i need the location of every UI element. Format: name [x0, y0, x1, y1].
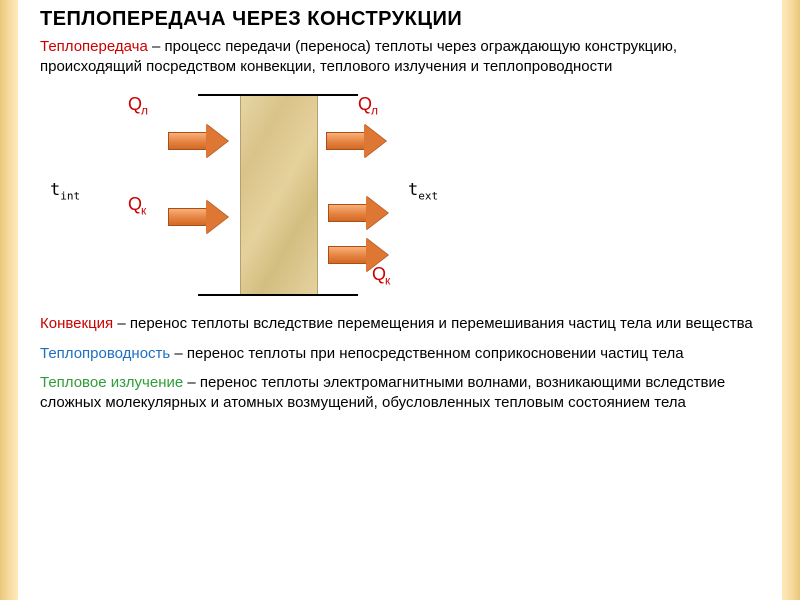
t-label: tint [50, 180, 80, 202]
def-rest: – перенос теплоты при непосредственном с… [170, 345, 683, 362]
definition-radiation: Тепловое излучение – перенос теплоты эле… [40, 373, 760, 412]
arrow-shaft [168, 208, 206, 226]
arrow-shaft [328, 204, 366, 222]
definitions-block: Конвекция – перенос теплоты вследствие п… [40, 314, 760, 412]
intro-paragraph: Теплопередача – процесс передачи (перено… [40, 37, 760, 76]
intro-term: Теплопередача [40, 38, 148, 55]
slide-title: ТЕПЛОПЕРЕДАЧА ЧЕРЕЗ КОНСТРУКЦИИ [40, 8, 760, 31]
q-label: Qл [128, 94, 147, 118]
arrow-head-icon [364, 124, 386, 158]
def-rest: – перенос теплоты вследствие перемещения… [113, 315, 753, 332]
q-label: Qк [372, 264, 389, 288]
diagram-hline [198, 294, 358, 296]
heat-transfer-diagram: Qл Qк Qл Qк tint text [50, 80, 510, 310]
def-term: Конвекция [40, 315, 113, 332]
heat-flow-arrow [168, 124, 228, 158]
heat-flow-arrow [328, 196, 388, 230]
arrow-shaft [326, 132, 364, 150]
arrow-head-icon [206, 124, 228, 158]
wall-rect [240, 94, 318, 294]
q-label: Qл [358, 94, 377, 118]
definition-conductivity: Теплопроводность – перенос теплоты при н… [40, 344, 760, 364]
decorative-left-bar [0, 0, 18, 600]
slide-content: ТЕПЛОПЕРЕДАЧА ЧЕРЕЗ КОНСТРУКЦИИ Теплопер… [40, 8, 760, 422]
def-term: Теплопроводность [40, 345, 170, 362]
q-label: Qк [128, 194, 145, 218]
arrow-head-icon [206, 200, 228, 234]
arrow-shaft [328, 246, 366, 264]
arrow-head-icon [366, 196, 388, 230]
heat-flow-arrow [168, 200, 228, 234]
def-term: Тепловое излучение [40, 374, 183, 391]
diagram-hline [198, 94, 358, 96]
decorative-right-bar [782, 0, 800, 600]
arrow-shaft [168, 132, 206, 150]
heat-flow-arrow [326, 124, 386, 158]
definition-convection: Конвекция – перенос теплоты вследствие п… [40, 314, 760, 334]
t-label: text [408, 180, 438, 202]
